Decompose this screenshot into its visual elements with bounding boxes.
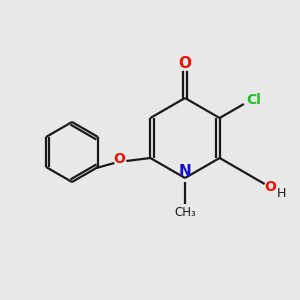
Text: O: O: [178, 56, 191, 71]
Text: Cl: Cl: [247, 93, 261, 107]
Text: N: N: [178, 164, 191, 178]
Text: O: O: [113, 152, 125, 166]
Text: CH₃: CH₃: [174, 206, 196, 220]
Text: H: H: [277, 187, 286, 200]
Text: O: O: [265, 180, 277, 194]
